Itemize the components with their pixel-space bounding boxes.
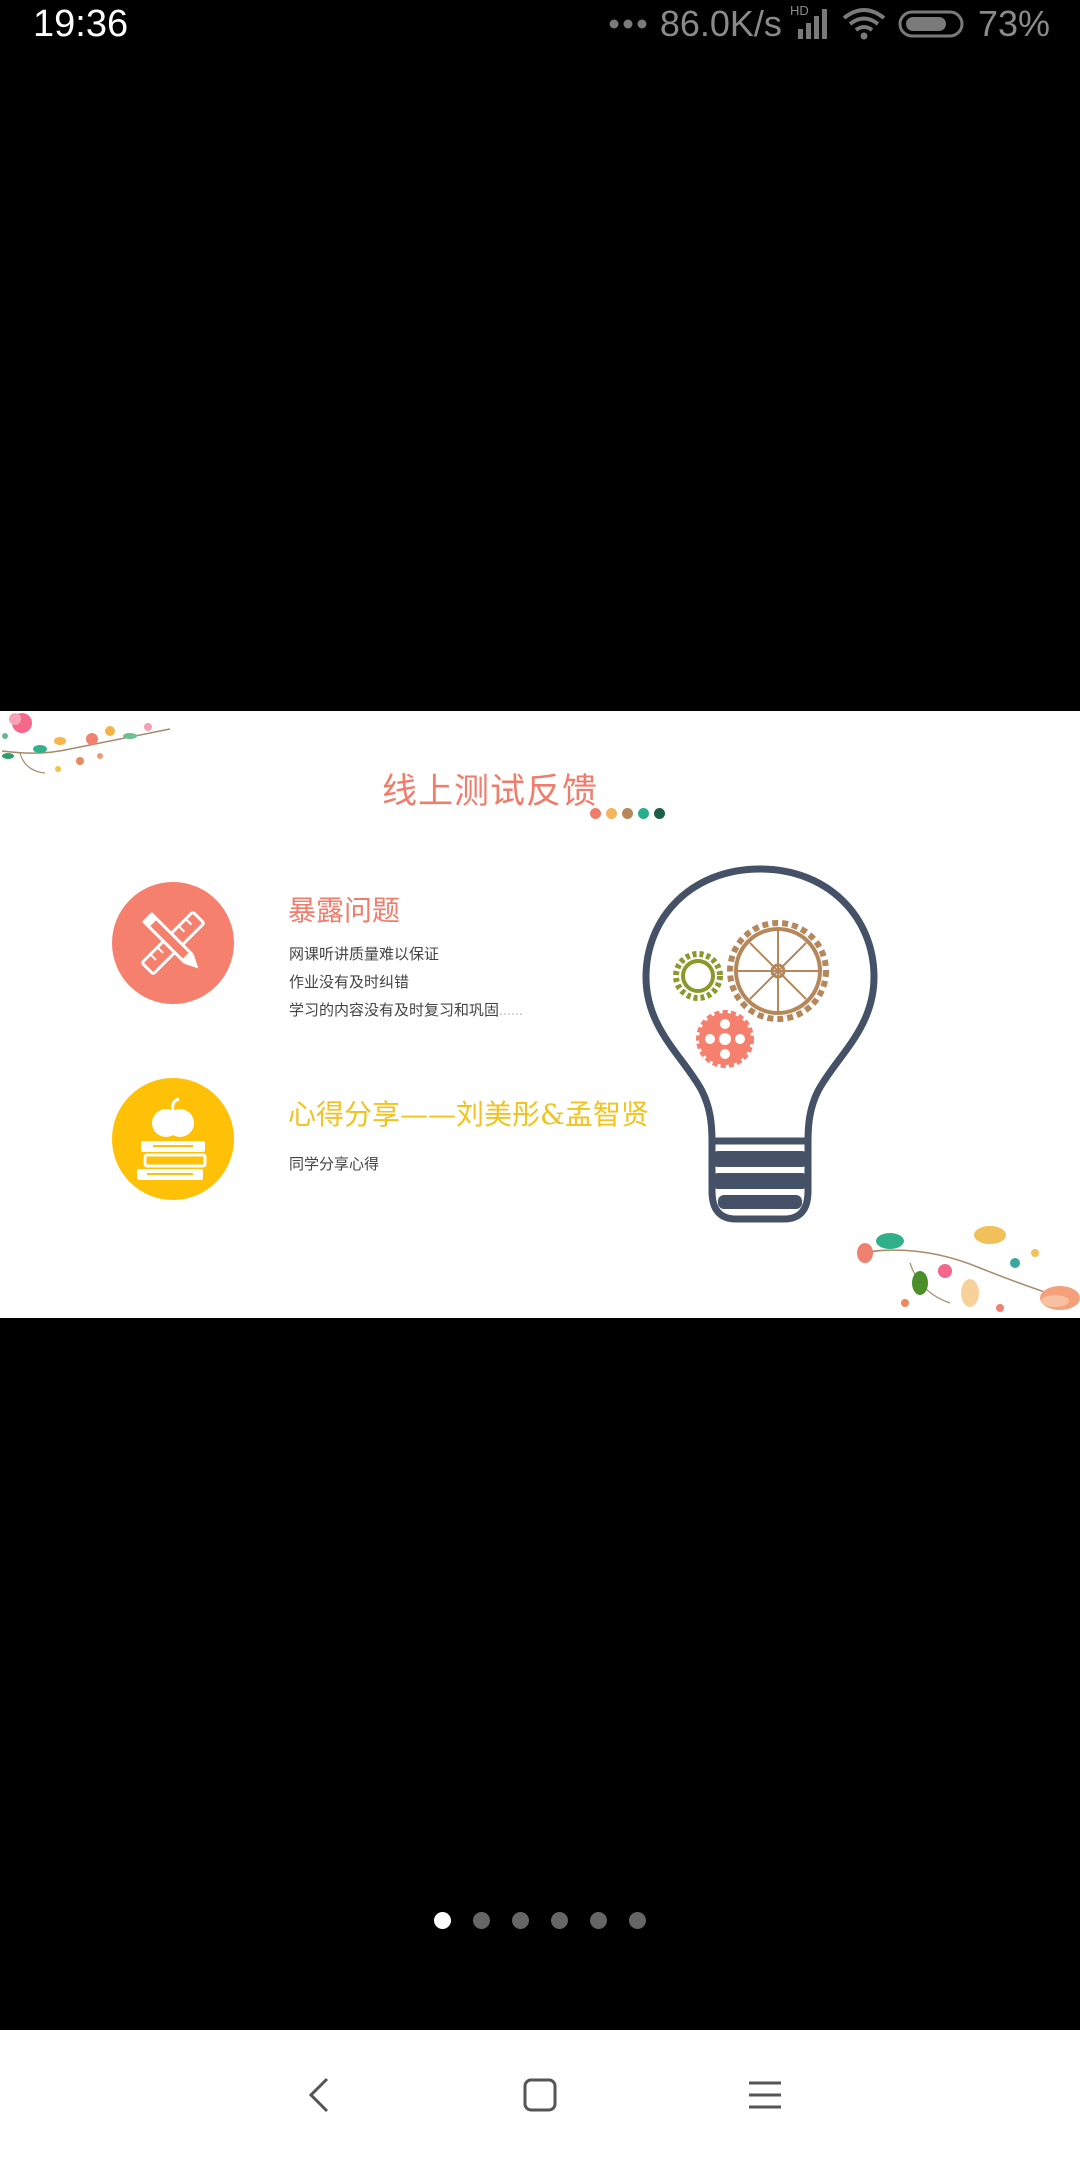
section-line: 作业没有及时纠错	[289, 973, 410, 991]
floral-decoration-icon	[857, 1226, 1080, 1312]
apple-books-icon	[137, 1097, 207, 1180]
ellipsis: ……	[499, 1004, 524, 1018]
menu-button[interactable]	[735, 2065, 795, 2125]
title-dots	[590, 808, 665, 819]
title-dot	[590, 808, 601, 819]
section-line-text: 学习的内容没有及时复习和巩固	[289, 1001, 500, 1019]
navigation-bar	[0, 2030, 1080, 2160]
page-dot[interactable]	[473, 1912, 490, 1929]
network-speed: 86.0K/s	[659, 3, 782, 44]
page-dot[interactable]	[512, 1912, 529, 1929]
more-dots-icon	[609, 19, 647, 29]
page-dot-active[interactable]	[434, 1912, 451, 1929]
back-button[interactable]	[290, 2065, 350, 2125]
page-dot[interactable]	[590, 1912, 607, 1929]
apple-books-badge	[112, 1078, 234, 1200]
back-icon	[308, 2077, 329, 2113]
lightbulb-gears-icon	[642, 865, 878, 1223]
menu-icon	[749, 2081, 781, 2109]
title-dot	[654, 808, 665, 819]
ruler-pencil-icon	[141, 911, 205, 975]
home-button[interactable]	[510, 2065, 570, 2125]
status-time: 19:36	[33, 3, 129, 45]
signal-hd-label: HD	[789, 3, 809, 18]
status-bar: 19:36 86.0K/s HD 73%	[0, 0, 1080, 50]
status-icons: 86.0K/s HD 73%	[608, 0, 1050, 48]
battery-percent: 73%	[977, 3, 1050, 44]
floral-decoration-icon	[1, 713, 171, 774]
battery-icon	[898, 10, 964, 38]
page-indicator[interactable]	[0, 1912, 1080, 1929]
slide-image[interactable]: 线上测试反馈 暴露问题 网课听讲质量	[0, 711, 1080, 1318]
home-icon	[523, 2078, 557, 2112]
title-dot	[638, 808, 649, 819]
page-dot[interactable]	[551, 1912, 568, 1929]
page-dot[interactable]	[629, 1912, 646, 1929]
ruler-pencil-badge	[112, 882, 234, 1004]
title-dot	[606, 808, 617, 819]
section-line-with-ellipsis: 学习的内容没有及时复习和巩固……	[289, 999, 523, 1020]
slide-title: 线上测试反馈	[381, 772, 598, 812]
section-heading: 暴露问题	[288, 894, 401, 927]
title-dot	[622, 808, 633, 819]
section-heading: 心得分享——刘美彤&孟智贤	[288, 1098, 649, 1131]
wifi-icon	[842, 8, 886, 40]
signal-icon: HD	[790, 3, 830, 41]
section-line: 网课听讲质量难以保证	[289, 945, 440, 963]
section-line: 同学分享心得	[289, 1155, 380, 1173]
